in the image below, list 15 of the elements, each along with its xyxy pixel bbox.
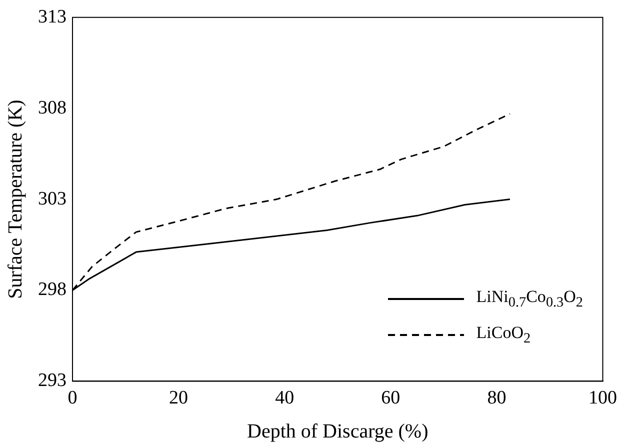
legend-label: LiNi$_{0.7}$Co$_{0.3}$O$_{2}$ — [476, 286, 583, 312]
legend-label: LiCoO$_{2}$ — [476, 322, 531, 348]
x-tick-label: 100 — [588, 388, 617, 409]
y-tick-label: 308 — [38, 97, 66, 118]
y-tick-label: 298 — [38, 279, 66, 300]
x-tick-label: 0 — [68, 388, 78, 409]
x-axis-title: Depth of Discarge (%) — [247, 420, 428, 442]
y-tick-label: 313 — [38, 6, 66, 28]
y-axis-title: Surface Temperature (K) — [4, 100, 26, 299]
y-tick-label: 293 — [38, 370, 66, 392]
x-tick-label: 60 — [381, 388, 400, 409]
x-tick-label: 80 — [487, 388, 506, 409]
x-tick-label: 20 — [169, 388, 188, 409]
x-tick-label: 40 — [275, 388, 294, 409]
y-tick-label: 303 — [38, 188, 66, 210]
